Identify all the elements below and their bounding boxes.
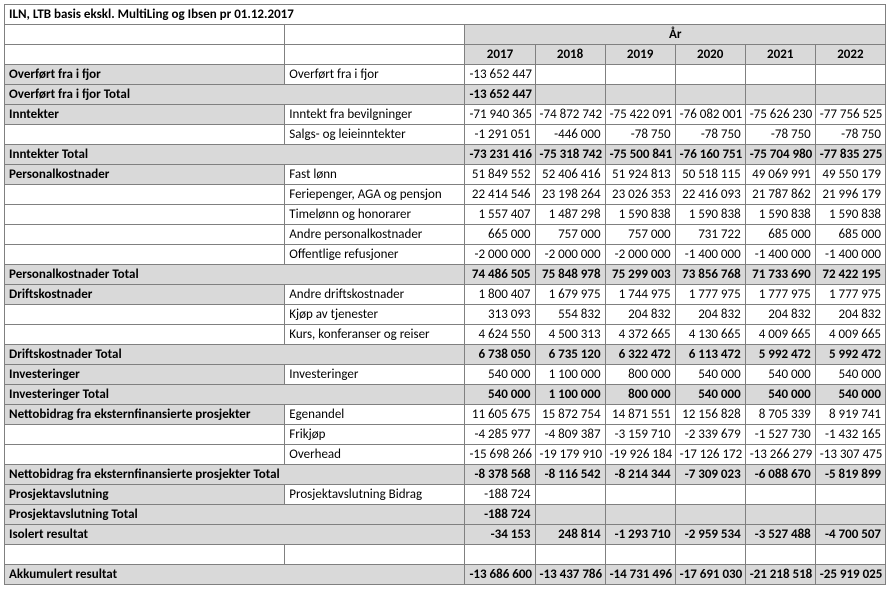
prosjekt-total-label: Prosjektavslutning Total: [5, 505, 465, 525]
personal-section: Personalkostnader: [5, 165, 285, 185]
table-title: ILN, LTB basis ekskl. MultiLing og Ibsen…: [5, 5, 886, 25]
financial-table: ILN, LTB basis ekskl. MultiLing og Ibsen…: [4, 4, 886, 585]
netto-total-label: Nettobidrag fra eksternfinansierte prosj…: [5, 465, 465, 485]
year-header: 2017: [465, 45, 535, 65]
personal-total-label: Personalkostnader Total: [5, 265, 465, 285]
year-header: 2022: [815, 45, 885, 65]
overfort-section: Overført fra i fjor: [5, 65, 285, 85]
year-header: 2018: [535, 45, 605, 65]
akkum-label: Akkumulert resultat: [5, 565, 465, 585]
inntekter-section: Inntekter: [5, 105, 285, 125]
year-header: 2020: [675, 45, 745, 65]
year-header: 2021: [745, 45, 815, 65]
year-header: 2019: [605, 45, 675, 65]
drift-section: Driftskostnader: [5, 285, 285, 305]
year-label: År: [465, 25, 886, 45]
invest-total-label: Investeringer Total: [5, 385, 465, 405]
inntekter-total-label: Inntekter Total: [5, 145, 465, 165]
isolert-label: Isolert resultat: [5, 525, 465, 545]
overfort-total-label: Overført fra i fjor Total: [5, 85, 465, 105]
invest-section: Investeringer: [5, 365, 285, 385]
netto-section: Nettobidrag fra eksternfinansierte prosj…: [5, 405, 285, 425]
drift-total-label: Driftskostnader Total: [5, 345, 465, 365]
prosjekt-section: Prosjektavslutning: [5, 485, 285, 505]
